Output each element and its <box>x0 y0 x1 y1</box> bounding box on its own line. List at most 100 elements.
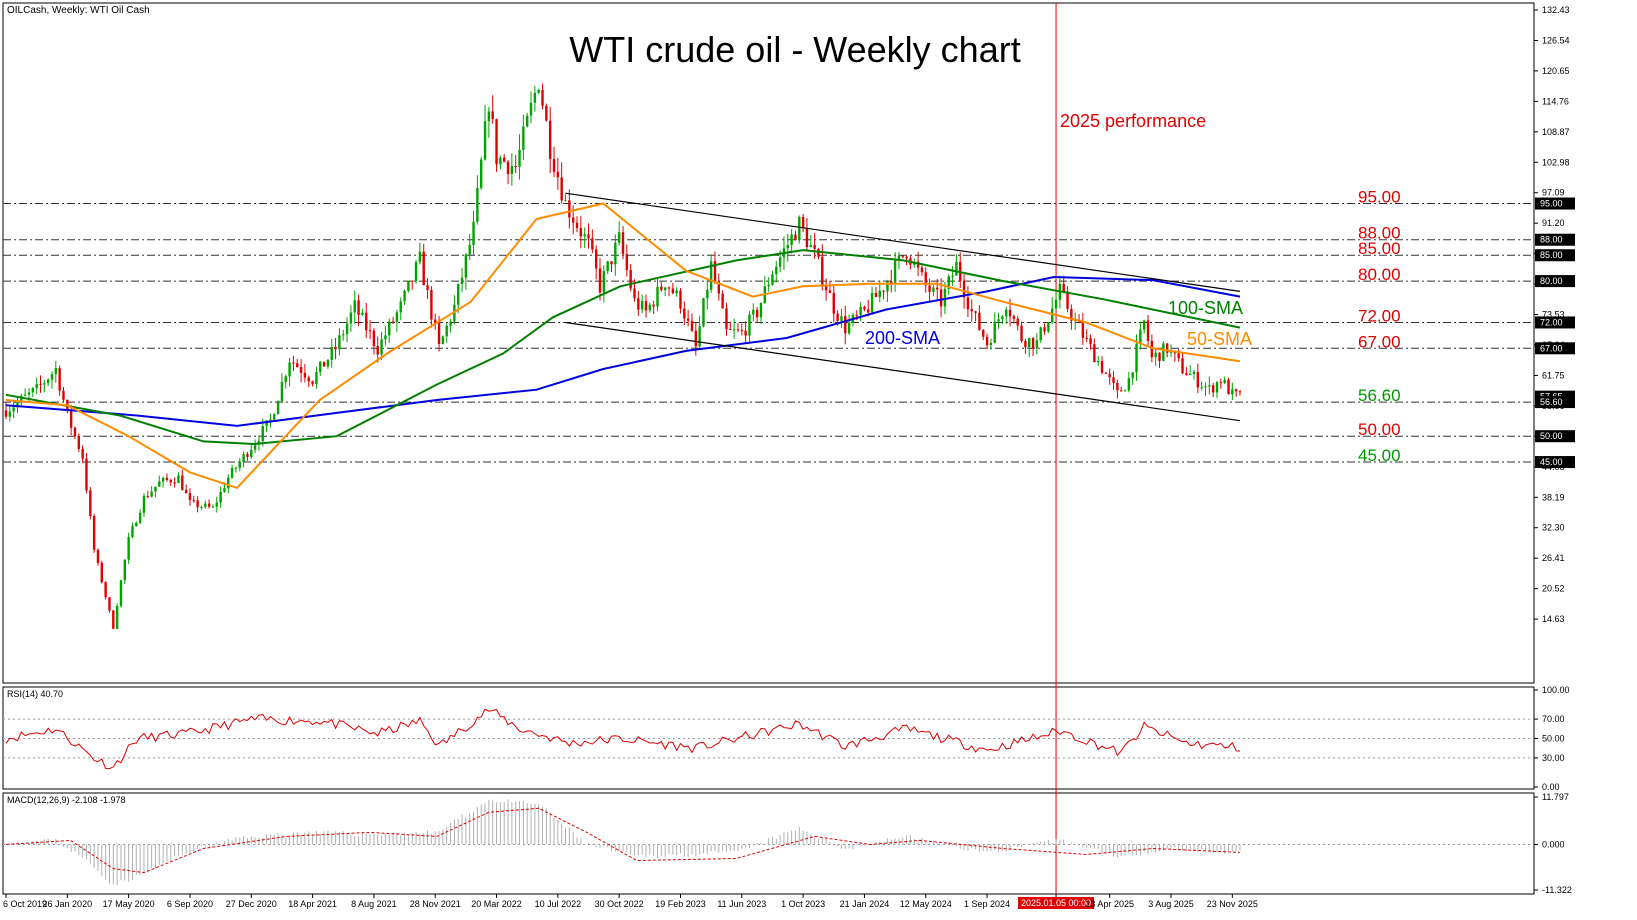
candle-body <box>522 126 525 150</box>
candle-body <box>652 304 655 307</box>
x-tick-label: 8 Aug 2021 <box>351 899 397 909</box>
macd-indicator <box>3 799 1534 886</box>
candle-body <box>587 234 590 239</box>
candle-body <box>92 516 96 550</box>
candle-body <box>311 381 314 385</box>
level-label-67.00: 67.00 <box>1358 332 1401 351</box>
candle-body <box>414 262 418 281</box>
candle-body <box>924 272 927 286</box>
candle-body <box>1227 379 1230 395</box>
candle-body <box>663 287 667 291</box>
price-tick-label: 73.53 <box>1542 310 1565 320</box>
candle-body <box>292 362 295 364</box>
rsi-title: RSI(14) 40.70 <box>7 689 63 699</box>
candle-body <box>43 383 46 385</box>
candle-body <box>706 289 709 299</box>
candle-body <box>1108 373 1111 378</box>
level-label-72.00: 72.00 <box>1358 306 1401 325</box>
candle-body <box>951 275 954 277</box>
price-tick-label: 108.87 <box>1542 127 1570 137</box>
candle-body <box>905 256 908 259</box>
candle-body <box>721 293 724 309</box>
candle-body <box>181 475 184 490</box>
candle-body <box>1070 308 1073 321</box>
candle-body <box>273 414 276 420</box>
candle-body <box>683 308 686 319</box>
candle-body <box>238 461 241 468</box>
candle-body <box>353 300 356 313</box>
candle-body <box>1185 373 1188 375</box>
sma-line-100-sma <box>5 249 1241 446</box>
candle-body <box>146 496 149 498</box>
candle-body <box>1093 344 1096 363</box>
macd-tick-label: -11.322 <box>1542 885 1572 895</box>
candle-body <box>916 261 920 268</box>
candle-body <box>571 217 575 223</box>
level-label-56.60: 56.60 <box>1358 386 1401 405</box>
price-badge-label: 45.00 <box>1540 457 1563 467</box>
price-badge-label: 67.00 <box>1540 343 1563 353</box>
price-badge-bg <box>1535 249 1575 262</box>
candle-body <box>1142 320 1146 330</box>
symbol-info: OILCash, Weekly: WTI Oil Cash <box>7 5 150 16</box>
candle-body <box>828 290 832 293</box>
candle-body <box>1127 378 1131 391</box>
candle-body <box>755 309 759 318</box>
price-badge-label: 56.60 <box>1540 397 1563 407</box>
candle-body <box>338 335 341 350</box>
candle-body <box>1119 390 1123 392</box>
candle-body <box>165 477 169 481</box>
chart-title: WTI crude oil - Weekly chart <box>569 29 1020 70</box>
candle-body <box>713 261 717 282</box>
candle-body <box>16 402 19 408</box>
x-tick-label: 13 Apr 2025 <box>1085 899 1134 909</box>
x-tick-label: 1 Sep 2024 <box>964 899 1010 909</box>
candle-body <box>196 500 199 508</box>
candle-body <box>142 496 146 513</box>
candle-body <box>943 288 947 307</box>
candle-body <box>752 309 755 315</box>
candle-body <box>227 477 230 489</box>
candle-body <box>69 410 73 428</box>
annotation-2025-performance: 2025 performance <box>1060 111 1206 131</box>
candle-body <box>1154 352 1157 358</box>
candle-body <box>127 536 130 560</box>
level-label-80.00: 80.00 <box>1358 265 1401 284</box>
candle-body <box>552 158 556 172</box>
candle-body <box>54 368 58 375</box>
candle-body <box>334 346 337 350</box>
candle-body <box>510 166 514 175</box>
candle-body <box>1005 309 1008 317</box>
candle-body <box>729 328 732 330</box>
price-badge-bg <box>1535 430 1575 443</box>
candle-body <box>813 244 816 249</box>
candle-body <box>556 171 560 178</box>
price-badge-bg <box>1535 197 1575 210</box>
candle-body <box>709 261 713 290</box>
candle-body <box>514 166 517 168</box>
candle-body <box>748 314 751 336</box>
candle-body <box>211 506 215 508</box>
candle-body <box>817 248 820 257</box>
candle-body <box>606 261 609 272</box>
candle-body <box>591 238 594 250</box>
candle-body <box>1181 358 1184 374</box>
candle-body <box>644 301 648 311</box>
candle-body <box>771 274 774 285</box>
candle-body <box>35 383 38 389</box>
candle-body <box>284 376 287 382</box>
candle-body <box>725 308 728 329</box>
candle-body <box>740 329 744 331</box>
price-tick-label: 38.19 <box>1542 492 1565 502</box>
price-tick-label: 114.76 <box>1542 96 1569 106</box>
candle-body <box>989 342 993 346</box>
price-badge-bg <box>1535 316 1575 329</box>
candle-body <box>403 290 406 302</box>
candle-body <box>541 89 544 106</box>
candle-body <box>698 326 701 347</box>
candle-body <box>637 298 640 310</box>
candle-body <box>280 381 284 402</box>
candle-body <box>391 321 395 323</box>
x-tick-label: 17 May 2020 <box>103 899 155 909</box>
